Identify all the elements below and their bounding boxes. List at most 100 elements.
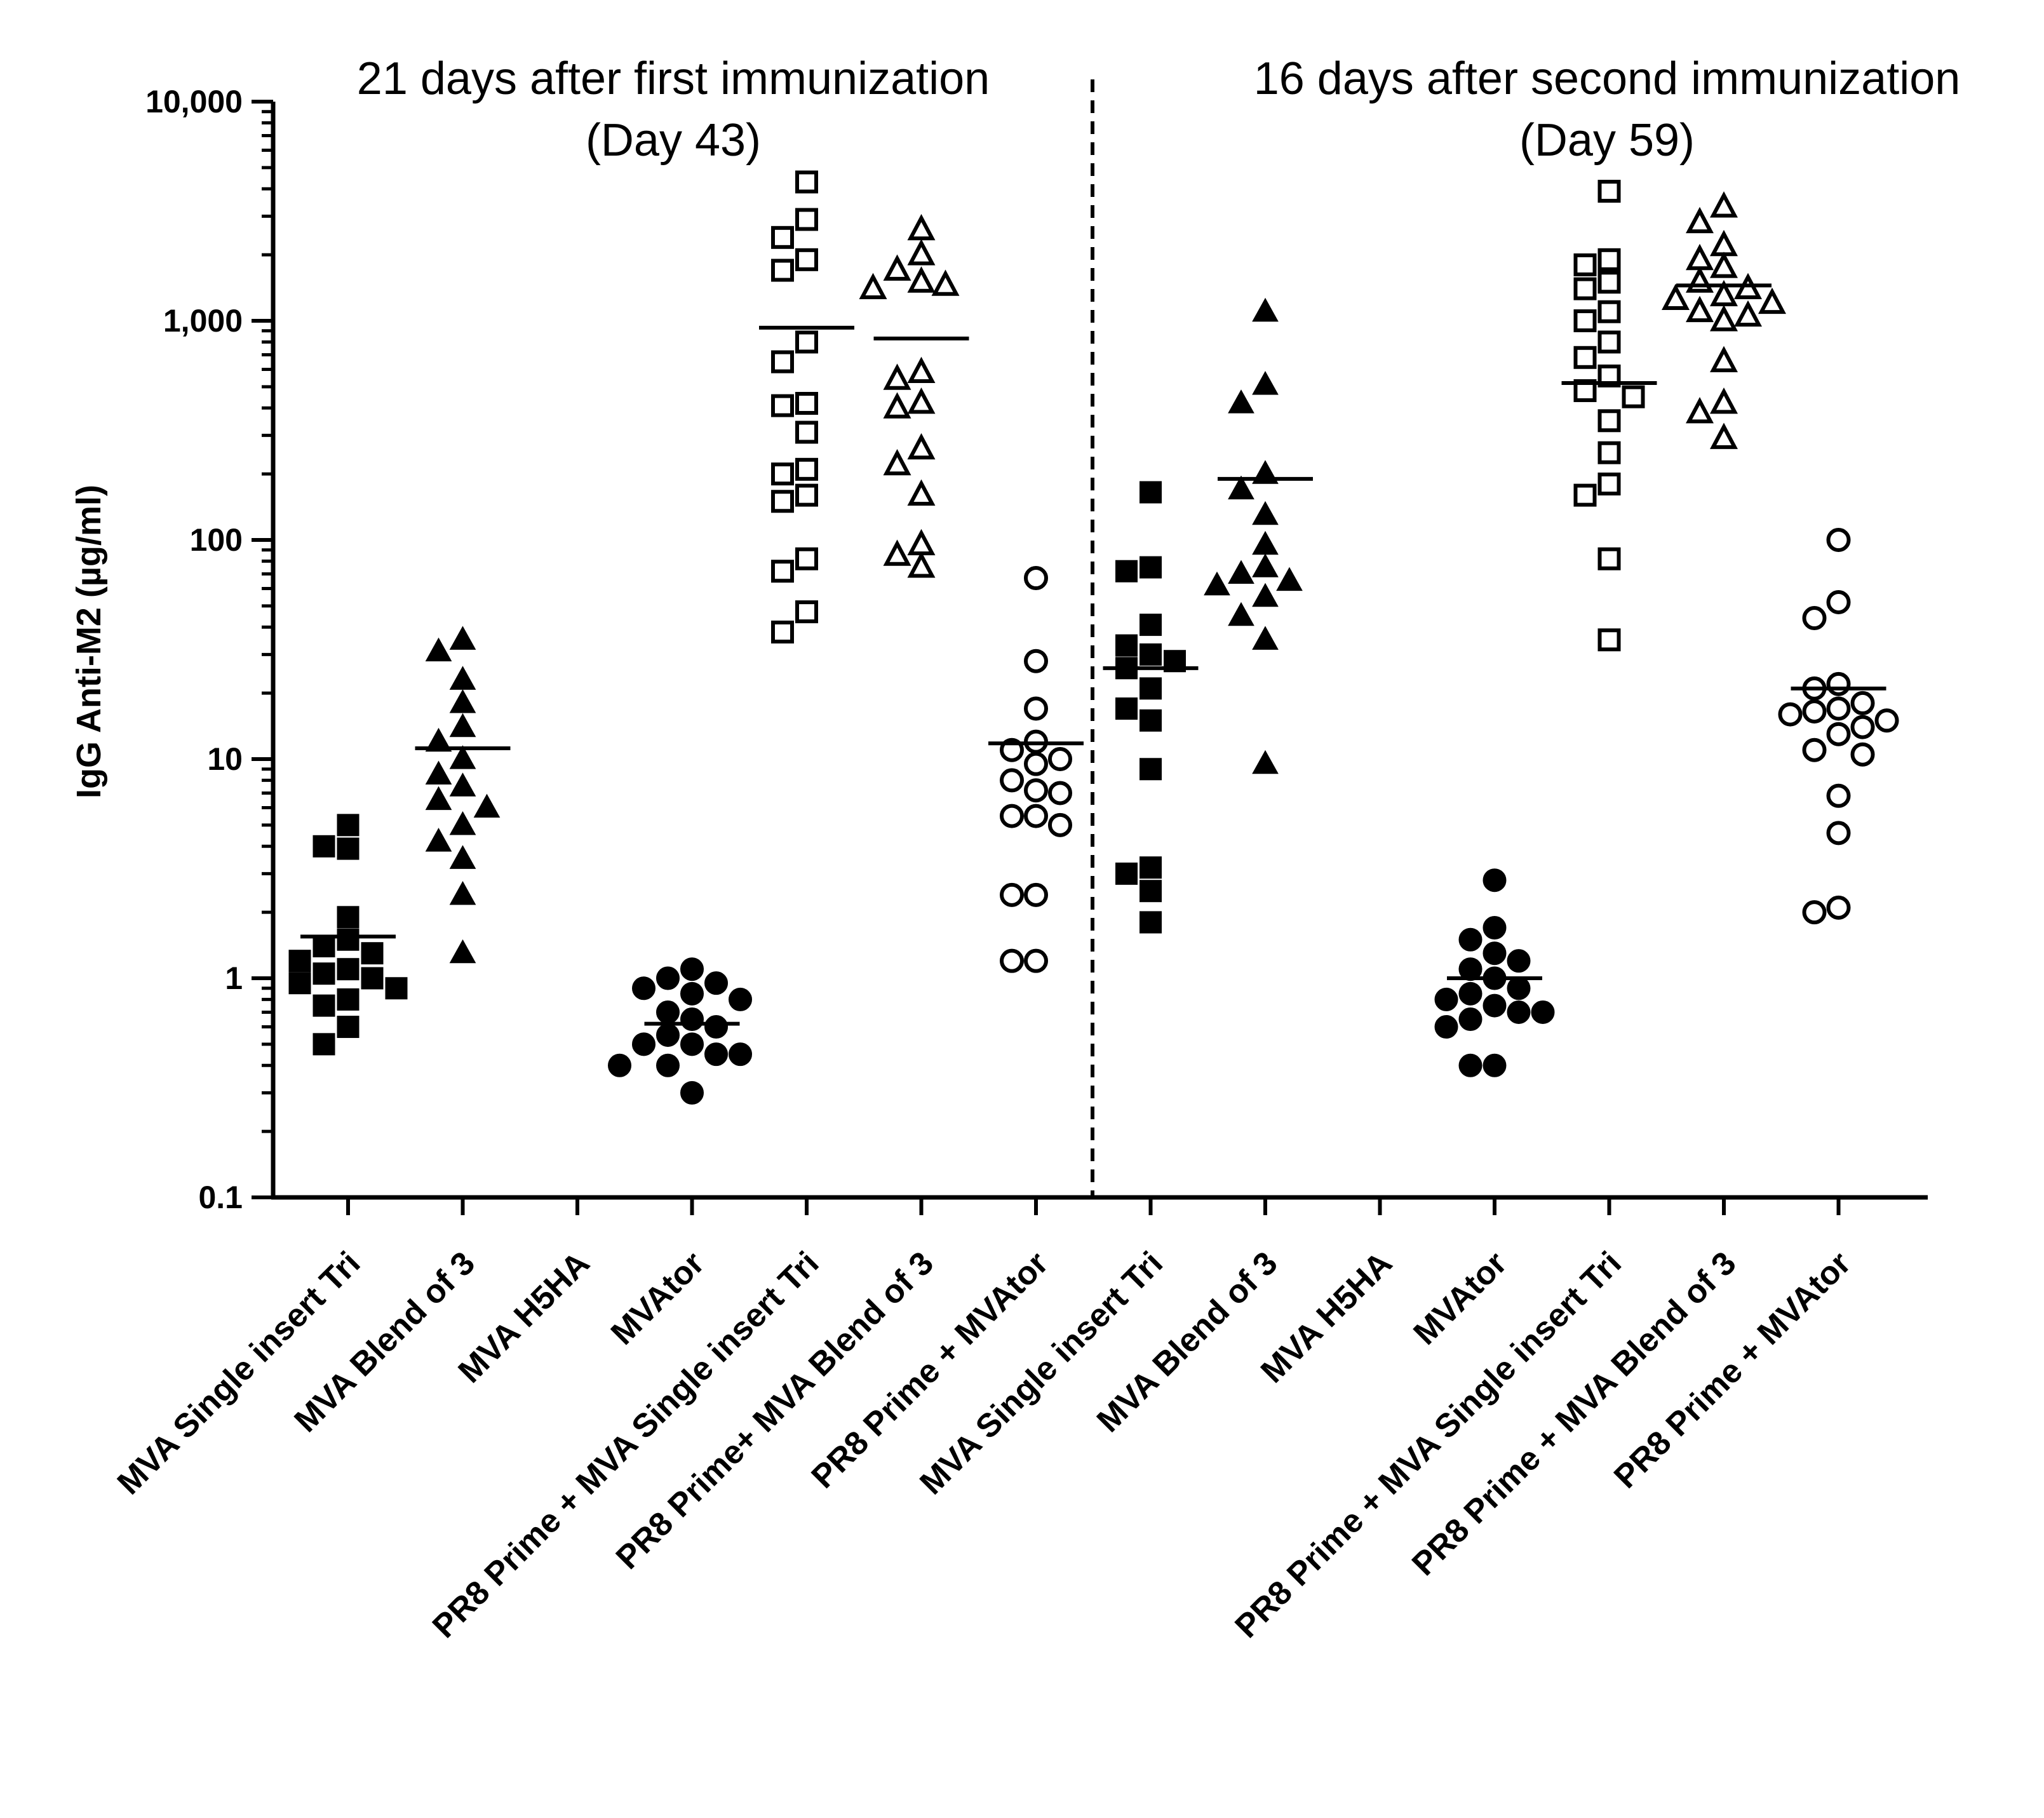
data-point-square bbox=[1140, 481, 1162, 504]
data-point-circle bbox=[680, 981, 704, 1006]
data-point-square bbox=[337, 988, 360, 1011]
data-point-triangle bbox=[859, 273, 887, 300]
data-point-square bbox=[1597, 628, 1621, 652]
data-point-square bbox=[313, 835, 335, 858]
data-point-circle bbox=[1048, 747, 1072, 771]
data-point-triangle bbox=[425, 760, 452, 784]
data-point-circle bbox=[704, 1042, 728, 1067]
y-tick-label: 1 bbox=[225, 960, 243, 996]
data-point-circle bbox=[1458, 927, 1483, 952]
data-point-circle bbox=[1458, 1007, 1483, 1032]
data-point-circle bbox=[1024, 649, 1048, 673]
data-point-square bbox=[771, 394, 794, 417]
data-point-triangle bbox=[1252, 297, 1279, 322]
axes bbox=[271, 102, 1928, 1200]
data-point-circle bbox=[1778, 702, 1803, 727]
data-point-triangle bbox=[907, 433, 936, 460]
data-point-circle bbox=[1850, 715, 1875, 739]
data-point-square bbox=[771, 226, 794, 249]
data-point-triangle bbox=[907, 479, 936, 506]
data-point-circle bbox=[704, 1015, 728, 1039]
data-point-square bbox=[795, 248, 818, 271]
data-point-square bbox=[771, 350, 794, 374]
data-point-circle bbox=[1802, 606, 1827, 631]
data-point-triangle bbox=[1252, 553, 1279, 577]
data-point-square bbox=[1573, 253, 1597, 276]
data-point-square bbox=[795, 208, 818, 231]
data-point-square bbox=[1140, 880, 1162, 903]
data-point-square bbox=[337, 958, 360, 981]
data-point-triangle bbox=[1686, 206, 1714, 234]
data-point-triangle bbox=[1734, 300, 1762, 327]
data-point-circle bbox=[1024, 882, 1048, 907]
data-point-circle bbox=[1802, 900, 1827, 925]
data-point-circle bbox=[680, 1007, 704, 1032]
data-point-circle bbox=[1024, 696, 1048, 721]
data-point-circle bbox=[1024, 751, 1048, 776]
data-point-triangle bbox=[449, 811, 476, 835]
data-point-circle bbox=[1826, 722, 1851, 746]
data-point-circle bbox=[1434, 1015, 1458, 1039]
data-point-square bbox=[771, 462, 794, 486]
data-point-circle bbox=[1483, 941, 1507, 966]
right-annotation-title: 16 days after second immunization bbox=[1254, 53, 1961, 104]
data-point-square bbox=[795, 391, 818, 415]
data-point-triangle bbox=[907, 239, 936, 266]
data-point-triangle bbox=[425, 637, 452, 662]
data-point-circle bbox=[1048, 812, 1072, 837]
data-point-square bbox=[771, 560, 794, 583]
data-point-square bbox=[1140, 614, 1162, 636]
data-point-square bbox=[1573, 483, 1597, 507]
data-point-square bbox=[795, 170, 818, 194]
data-point-square bbox=[771, 259, 794, 282]
data-point-square bbox=[795, 547, 818, 570]
data-point-triangle bbox=[1252, 750, 1279, 774]
data-point-square bbox=[795, 330, 818, 354]
data-point-triangle bbox=[907, 387, 936, 414]
data-point-circle bbox=[1024, 566, 1048, 591]
data-point-square bbox=[337, 906, 360, 929]
data-point-circle bbox=[1826, 671, 1851, 696]
data-point-square bbox=[361, 967, 384, 990]
data-point-square bbox=[313, 935, 335, 958]
data-point-circle bbox=[1874, 708, 1899, 733]
data-point-triangle bbox=[449, 939, 476, 964]
data-point-circle bbox=[1483, 993, 1507, 1018]
data-point-square bbox=[361, 942, 384, 965]
data-point-triangle bbox=[1252, 626, 1279, 650]
data-point-triangle bbox=[449, 626, 476, 650]
data-point-square bbox=[337, 837, 360, 860]
data-point-circle bbox=[1458, 1053, 1483, 1077]
data-point-circle bbox=[1000, 882, 1024, 907]
data-point-triangle bbox=[449, 880, 476, 905]
data-point-triangle bbox=[1228, 475, 1254, 500]
data-point-triangle bbox=[883, 539, 911, 566]
data-point-square bbox=[795, 457, 818, 481]
data-point-triangle bbox=[1228, 560, 1254, 584]
data-point-circle bbox=[1507, 976, 1531, 1000]
y-tick-label: 10,000 bbox=[145, 84, 243, 119]
data-point-square bbox=[313, 1033, 335, 1056]
data-point-triangle bbox=[1204, 571, 1230, 596]
data-point-circle bbox=[1048, 781, 1072, 805]
data-point-triangle bbox=[1710, 346, 1738, 372]
data-point-circle bbox=[1434, 987, 1458, 1011]
data-point-circle bbox=[680, 1032, 704, 1056]
data-point-triangle bbox=[473, 793, 501, 818]
data-point-circle bbox=[1826, 589, 1851, 614]
data-point-circle bbox=[680, 957, 704, 981]
data-point-triangle bbox=[907, 356, 936, 384]
data-point-triangle bbox=[425, 727, 452, 752]
data-point-triangle bbox=[449, 689, 476, 713]
data-point-circle bbox=[1826, 528, 1851, 552]
y-tick-label: 0.1 bbox=[198, 1180, 243, 1215]
data-point-triangle bbox=[907, 551, 936, 578]
data-point-circle bbox=[1826, 696, 1851, 721]
data-point-triangle bbox=[1710, 191, 1738, 218]
data-point-square bbox=[1140, 709, 1162, 732]
data-point-square bbox=[288, 972, 311, 995]
data-point-circle bbox=[1458, 957, 1483, 981]
data-point-circle bbox=[1483, 1053, 1507, 1077]
data-point-circle bbox=[1024, 804, 1048, 828]
data-point-square bbox=[771, 620, 794, 643]
